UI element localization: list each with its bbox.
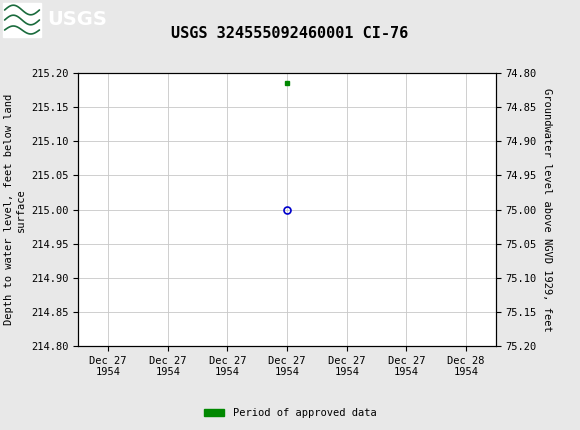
Text: USGS: USGS <box>48 10 107 30</box>
Legend: Period of approved data: Period of approved data <box>200 404 380 423</box>
Y-axis label: Groundwater level above NGVD 1929, feet: Groundwater level above NGVD 1929, feet <box>542 88 552 332</box>
Text: USGS 324555092460001 CI-76: USGS 324555092460001 CI-76 <box>171 26 409 41</box>
FancyBboxPatch shape <box>3 3 41 37</box>
Y-axis label: Depth to water level, feet below land
surface: Depth to water level, feet below land su… <box>4 94 26 325</box>
